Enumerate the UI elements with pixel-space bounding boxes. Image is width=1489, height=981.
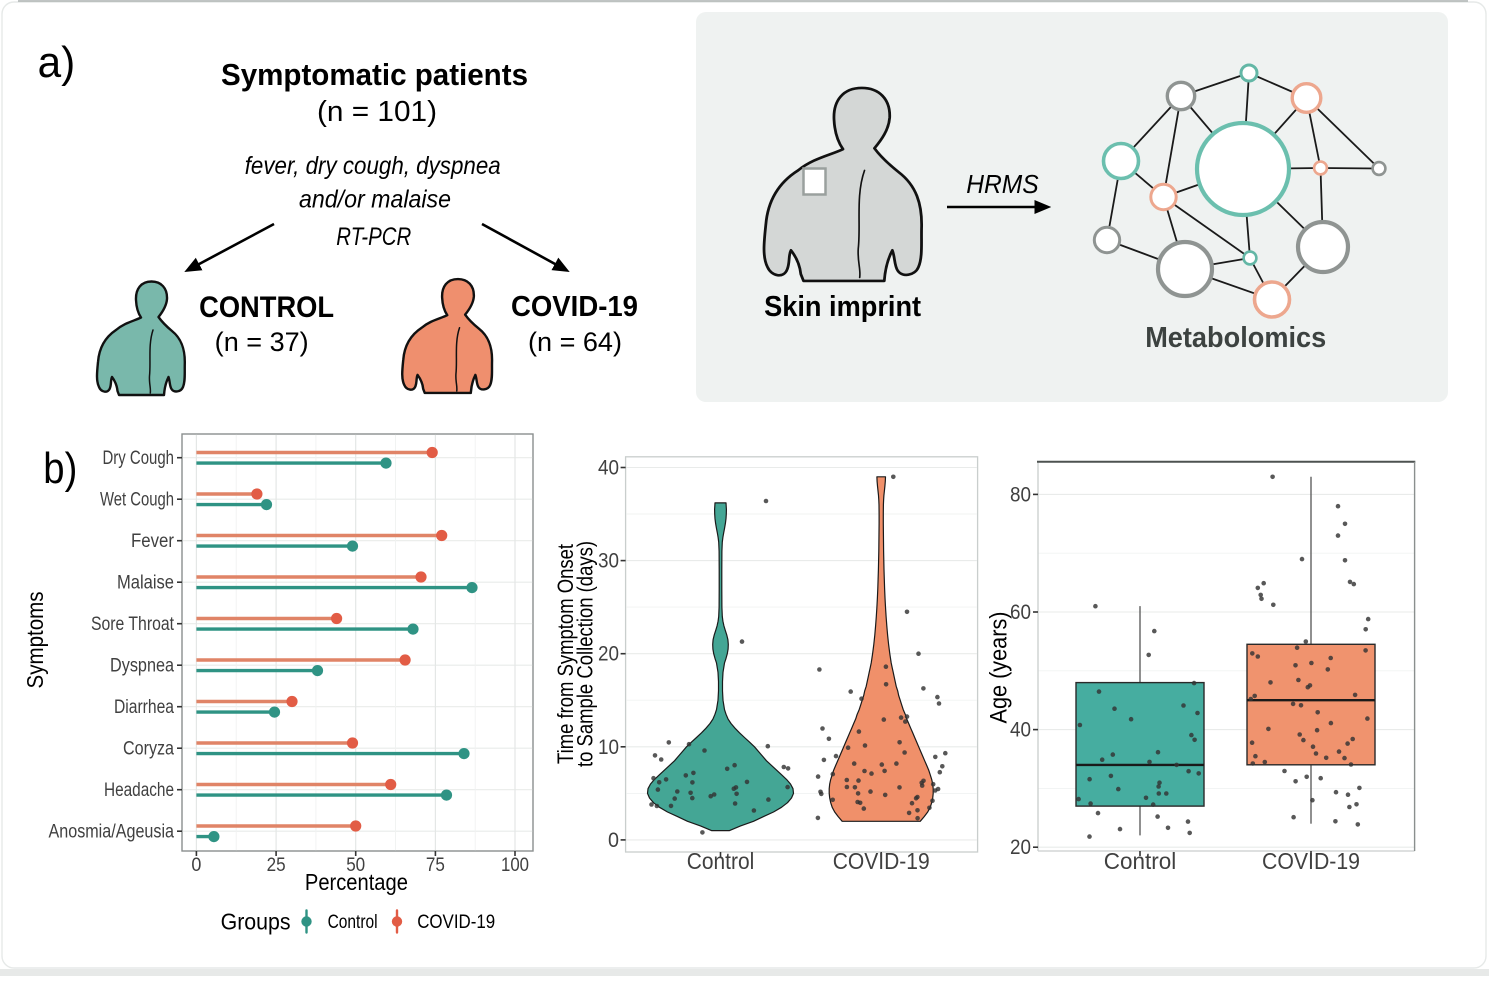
svg-text:Anosmia/Ageusia: Anosmia/Ageusia xyxy=(49,822,175,843)
svg-text:COVID-19: COVID-19 xyxy=(1262,848,1360,874)
svg-text:Control: Control xyxy=(687,848,755,874)
svg-text:100: 100 xyxy=(501,855,529,876)
svg-text:80: 80 xyxy=(1010,483,1031,506)
svg-text:Headache: Headache xyxy=(104,780,174,801)
svg-text:Control: Control xyxy=(328,912,378,933)
svg-text:Coryza: Coryza xyxy=(123,739,174,760)
svg-text:25: 25 xyxy=(267,855,286,876)
svg-text:60: 60 xyxy=(1010,601,1031,624)
svg-text:10: 10 xyxy=(598,736,619,759)
svg-text:Age (years): Age (years) xyxy=(986,612,1013,724)
svg-text:RT-PCR: RT-PCR xyxy=(336,223,411,251)
svg-text:COVID-19: COVID-19 xyxy=(833,848,930,874)
svg-text:Skin imprint: Skin imprint xyxy=(764,291,921,323)
svg-text:20: 20 xyxy=(1010,836,1031,859)
svg-text:75: 75 xyxy=(426,855,445,876)
svg-text:Dry Cough: Dry Cough xyxy=(103,448,175,469)
svg-text:Symptomatic patients: Symptomatic patients xyxy=(221,57,528,92)
svg-text:0: 0 xyxy=(191,855,201,876)
svg-text:and/or malaise: and/or malaise xyxy=(299,186,451,214)
svg-text:fever, dry cough, dyspnea: fever, dry cough, dyspnea xyxy=(245,152,501,180)
svg-text:(n = 64): (n = 64) xyxy=(528,327,622,357)
svg-text:a): a) xyxy=(38,38,76,87)
svg-text:(n = 101): (n = 101) xyxy=(317,96,437,128)
svg-text:Malaise: Malaise xyxy=(117,573,174,594)
svg-text:Sore Throat: Sore Throat xyxy=(91,614,175,635)
svg-text:Wet Cough: Wet Cough xyxy=(100,490,174,511)
svg-text:0: 0 xyxy=(608,829,619,852)
svg-text:Dyspnea: Dyspnea xyxy=(110,656,174,677)
svg-text:Groups: Groups xyxy=(221,908,291,934)
svg-text:Percentage: Percentage xyxy=(305,869,408,895)
svg-text:b): b) xyxy=(43,444,77,493)
svg-text:(n = 37): (n = 37) xyxy=(215,327,309,357)
svg-text:to Sample Collection (days): to Sample Collection (days) xyxy=(573,541,598,767)
svg-text:Time from Symptom Onset: Time from Symptom Onset xyxy=(553,544,578,764)
svg-text:Diarrhea: Diarrhea xyxy=(114,697,174,718)
svg-text:COVID-19: COVID-19 xyxy=(417,912,495,933)
svg-text:Metabolomics: Metabolomics xyxy=(1145,322,1326,354)
svg-text:30: 30 xyxy=(598,550,619,573)
svg-text:HRMS: HRMS xyxy=(966,169,1039,199)
svg-text:Fever: Fever xyxy=(131,531,175,552)
svg-text:Symptoms: Symptoms xyxy=(22,592,48,689)
svg-text:40: 40 xyxy=(1010,719,1031,742)
svg-text:20: 20 xyxy=(598,643,619,666)
svg-text:50: 50 xyxy=(346,855,365,876)
svg-text:CONTROL: CONTROL xyxy=(199,291,334,324)
svg-text:COVID-19: COVID-19 xyxy=(511,291,638,323)
svg-text:Control: Control xyxy=(1104,848,1177,874)
svg-text:40: 40 xyxy=(598,457,619,480)
